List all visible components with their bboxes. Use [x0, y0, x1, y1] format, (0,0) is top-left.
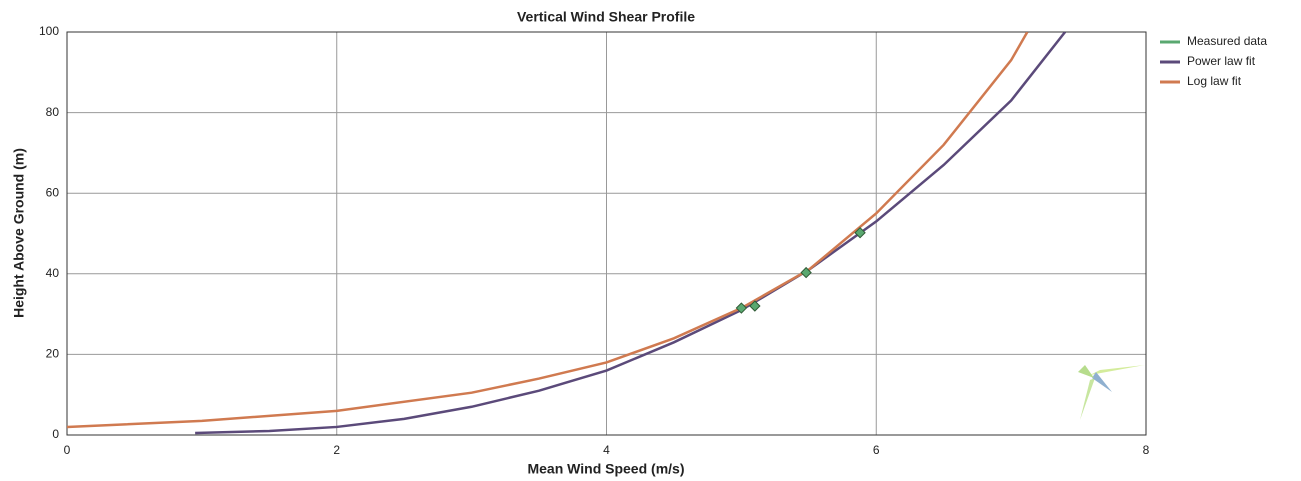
- chart-title: Vertical Wind Shear Profile: [517, 9, 695, 25]
- x-tick-label: 8: [1143, 443, 1150, 457]
- legend-label: Power law fit: [1187, 54, 1256, 68]
- y-tick-label: 100: [39, 24, 59, 38]
- logo: [1078, 365, 1145, 420]
- y-tick-label: 20: [46, 347, 60, 361]
- y-tick-label: 0: [52, 427, 59, 441]
- x-tick-label: 2: [333, 443, 340, 457]
- data-point: [854, 226, 866, 239]
- plot-frame: [66, 31, 1147, 436]
- legend-label: Log law fit: [1187, 74, 1242, 88]
- x-axis-label: Mean Wind Speed (m/s): [527, 461, 684, 477]
- x-tick-label: 4: [603, 443, 610, 457]
- y-tick-label: 80: [46, 105, 60, 119]
- y-axis-label: Height Above Ground (m): [11, 148, 27, 318]
- y-tick-label: 40: [46, 266, 60, 280]
- data-point: [735, 302, 748, 314]
- x-tick-label: 0: [64, 443, 71, 457]
- series-line: [195, 32, 1067, 435]
- x-tick-label: 6: [873, 443, 880, 457]
- y-tick-label: 60: [46, 185, 60, 199]
- series-line: [67, 32, 1029, 429]
- data-point: [800, 266, 812, 279]
- legend-label: Measured data: [1187, 34, 1267, 48]
- data-point: [749, 300, 761, 312]
